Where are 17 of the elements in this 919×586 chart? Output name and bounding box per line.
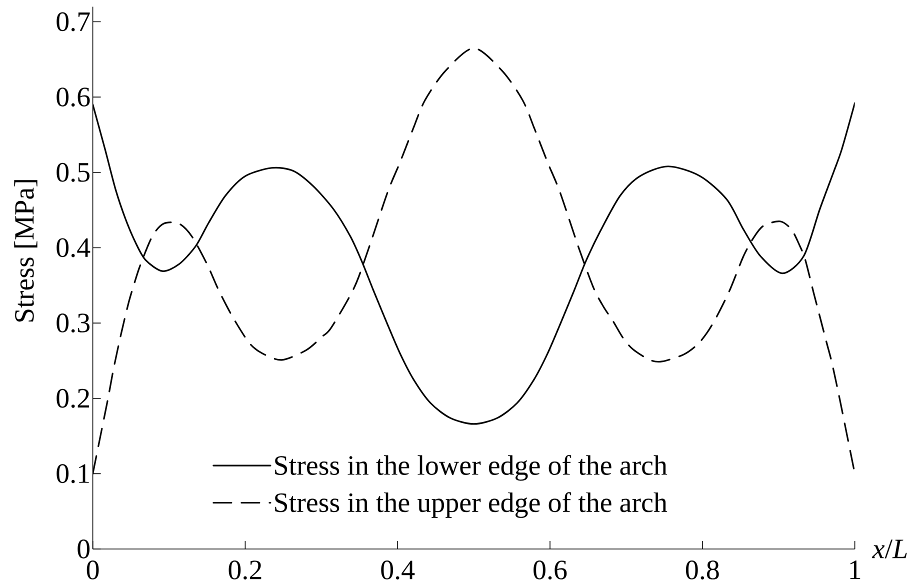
x-axis-title: x/L [872,540,907,558]
x-tick-label: 0.8 [686,560,719,580]
x-tick-label: 0.4 [381,560,415,580]
y-tick-label: 0.2 [56,388,90,408]
y-axis-title: Stress [MPa] [14,180,38,322]
y-tick-label: 0.5 [56,162,90,182]
x-tick-label: 1 [850,560,860,580]
y-tick-label: 0.7 [56,12,90,32]
y-tick-label: 0.4 [56,238,90,258]
y-tick-label: 0 [78,540,90,558]
y-tick-label: 0.3 [56,314,90,333]
y-tick-label: 0.6 [56,88,90,107]
legend-label: Stress in the lower edge of the arch [275,454,668,481]
x-tick-label: 0.6 [534,560,567,580]
x-tick-label: 0.2 [228,560,262,580]
y-tick-label: 0.1 [56,464,89,484]
legend-label: Stress in the upper edge of the arch [275,492,668,518]
